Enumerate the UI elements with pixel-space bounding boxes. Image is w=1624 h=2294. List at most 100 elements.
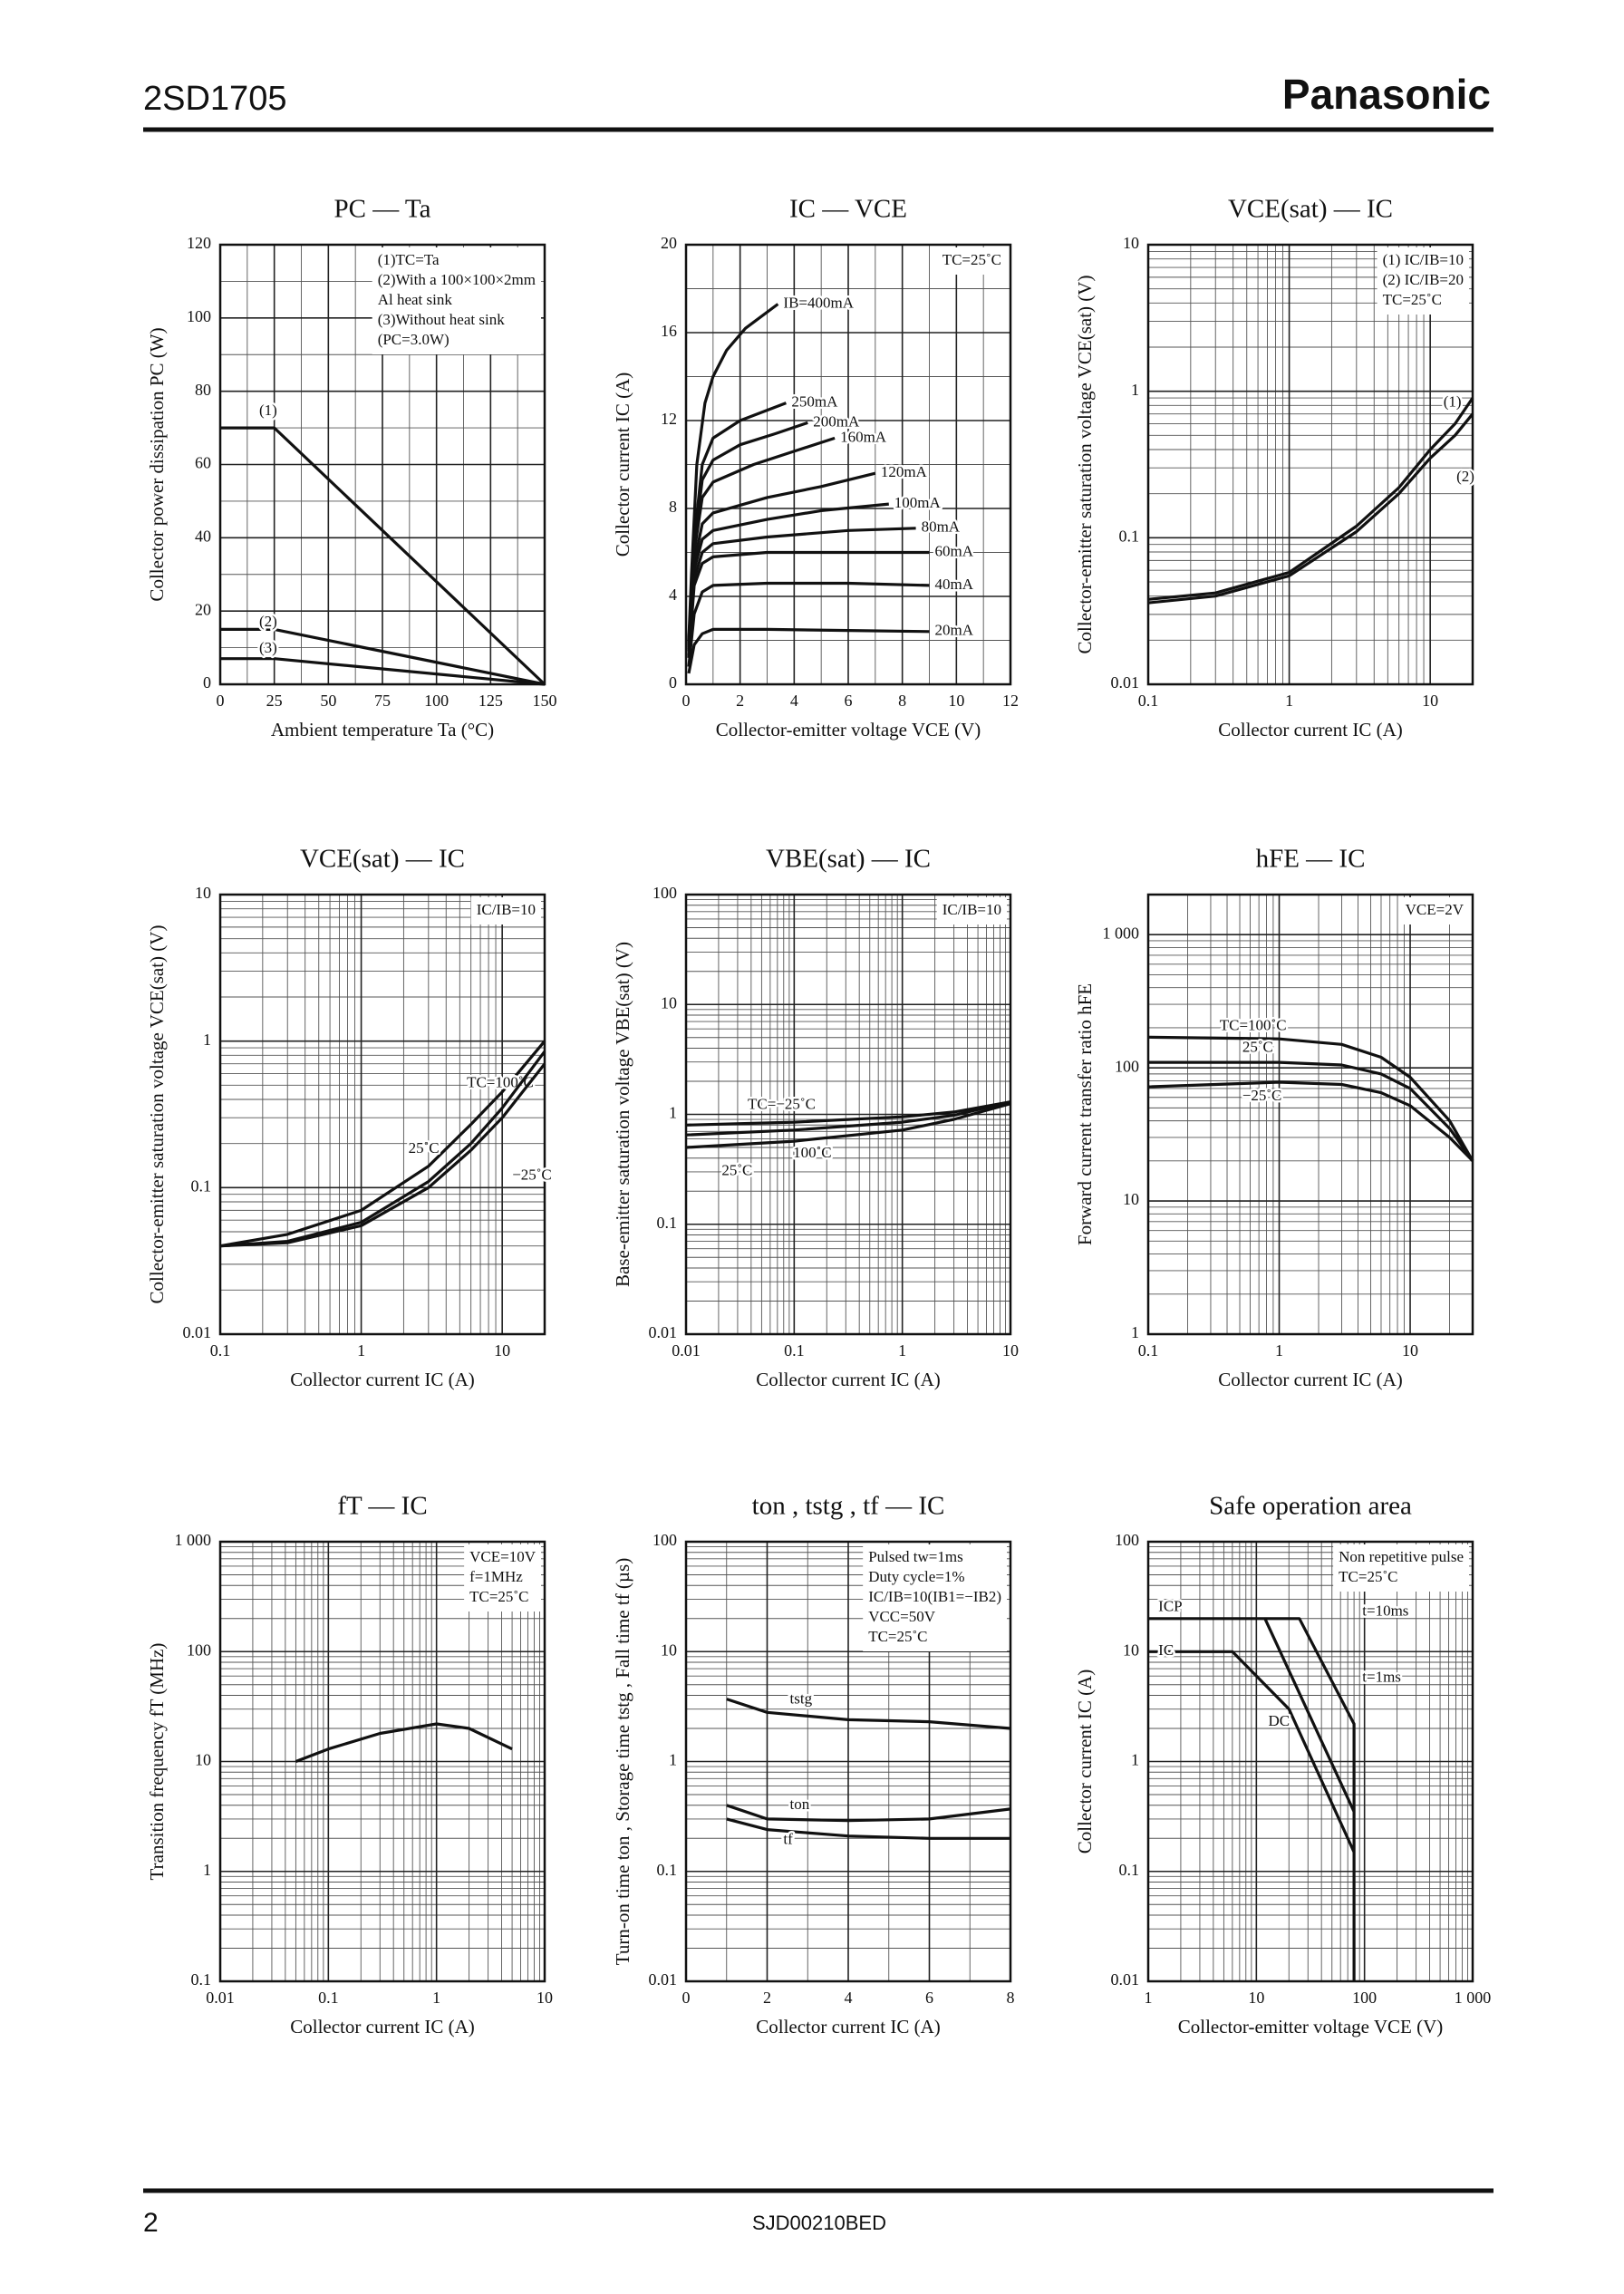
x-tick-label: 2 [763, 1989, 771, 2007]
y-axis-label: Turn-on time ton , Storage time tstg , F… [612, 1558, 633, 1965]
note: VCE=10V [469, 1548, 536, 1565]
plot-frame [684, 243, 1012, 686]
y-tick-label: 40 [195, 527, 211, 545]
curve-label: (1) [259, 402, 277, 419]
y-tick-label: 10 [195, 884, 211, 902]
x-tick-label: 10 [494, 1341, 510, 1360]
chart-title: VCE(sat) — IC [300, 845, 465, 874]
x-tick-label: 6 [925, 1989, 933, 2007]
x-tick-label: 10 [1422, 692, 1438, 710]
x-tick-label: 0 [682, 692, 691, 710]
x-axis-label: Ambient temperature Ta (°C) [271, 719, 494, 740]
y-tick-label: 10 [661, 1641, 677, 1659]
curve [687, 627, 930, 674]
y-tick-label: 100 [1115, 1057, 1139, 1075]
note: (3)Without heat sink [378, 311, 506, 328]
x-tick-label: 100 [1352, 1989, 1377, 2007]
curve [1147, 1035, 1474, 1162]
y-axis-label: Collector power dissipation PC (W) [146, 327, 168, 601]
y-tick-label: 0.1 [657, 1214, 678, 1232]
note: Duty cycle=1% [868, 1568, 964, 1585]
notes-box: Non repetitive pulse TC=25˚C [1333, 1544, 1469, 1592]
x-tick-label: 4 [790, 692, 798, 710]
curve [687, 471, 876, 650]
notes-background [936, 247, 1007, 275]
x-tick-label: 10 [948, 692, 964, 710]
y-tick-label: 100 [1115, 1531, 1139, 1549]
y-axis-label: Collector-emitter saturation voltage VCE… [146, 925, 168, 1304]
notes-box: (1) IC/IB=10 (2) IC/IB=20 TC=25˚C [1377, 247, 1469, 315]
curve-label: 25˚C [1242, 1039, 1273, 1056]
x-tick-label: 12 [1002, 692, 1019, 710]
x-axis-label: Collector current IC (A) [756, 2016, 941, 2037]
curve-label: 200mA [813, 412, 860, 430]
x-axis-label: Collector current IC (A) [290, 1369, 475, 1390]
chart-title: fT — IC [337, 1492, 427, 1521]
note: TC=25˚C [1383, 291, 1442, 308]
curve-label: (2) [1456, 468, 1474, 485]
y-tick-label: 1 [1131, 1751, 1139, 1769]
x-tick-label: 10 [536, 1989, 553, 2007]
curve [220, 426, 546, 686]
x-tick-label: 10 [1248, 1989, 1264, 2007]
y-tick-label: 0 [203, 673, 211, 692]
y-tick-label: 20 [195, 600, 211, 618]
curve [219, 1040, 546, 1248]
curve-label: 20mA [935, 622, 974, 639]
curve-label: 100mA [894, 494, 942, 511]
curve [687, 581, 930, 667]
x-tick-label: 4 [845, 1989, 853, 2007]
y-tick-label: 120 [187, 234, 211, 252]
x-tick-label: 10 [1002, 1341, 1019, 1360]
x-tick-label: 0 [217, 692, 225, 710]
curve [1147, 1080, 1474, 1162]
y-axis-label: Transition frequency fT (MHz) [146, 1643, 168, 1881]
x-tick-label: 150 [533, 692, 557, 710]
plot-frame [218, 1540, 546, 1983]
x-tick-label: 100 [424, 692, 449, 710]
curve-label: 80mA [922, 518, 961, 536]
note: (2) IC/IB=20 [1383, 271, 1464, 288]
x-tick-label: 125 [478, 692, 503, 710]
y-tick-label: 100 [652, 1531, 677, 1549]
y-tick-label: 1 [203, 1031, 211, 1049]
curve-label: 250mA [791, 393, 838, 411]
note: Non repetitive pulse [1339, 1548, 1464, 1565]
y-tick-label: 4 [669, 586, 677, 604]
x-tick-label: 0.1 [1138, 1341, 1159, 1360]
y-tick-label: 0.01 [1111, 673, 1140, 692]
part-number: 2SD1705 [143, 80, 286, 118]
curve [726, 1804, 1011, 1823]
x-tick-label: 10 [1402, 1341, 1418, 1360]
document-code: SJD00210BED [752, 2212, 886, 2234]
notes-background [470, 897, 541, 924]
curves: TC=100˚C25˚C−25˚C [219, 1040, 554, 1248]
note: (PC=3.0W) [378, 331, 450, 348]
note: Al heat sink [378, 291, 453, 308]
note: TC=25˚C [469, 1588, 528, 1605]
note: TC=25˚C [868, 1628, 927, 1645]
note: (1) IC/IB=10 [1383, 251, 1464, 268]
notes-box: IC/IB=10 [470, 897, 541, 924]
note: (2)With a 100×100×2mm [378, 271, 536, 288]
curve-label: 120mA [881, 463, 928, 480]
page-number: 2 [143, 2208, 159, 2238]
curve [219, 1062, 546, 1248]
plot-frame [1146, 1540, 1474, 1983]
notes-box: IC/IB=10 [936, 897, 1007, 924]
y-tick-label: 0.1 [657, 1861, 678, 1879]
curve-label: (1) [1444, 393, 1462, 411]
y-tick-label: 0.1 [1119, 527, 1140, 545]
curve-label: −25˚C [512, 1166, 552, 1183]
y-tick-label: 12 [661, 410, 677, 428]
note: IC/IB=10 [477, 901, 536, 918]
plot-frame [1146, 893, 1474, 1336]
chart-title: ton , tstg , tf — IC [752, 1492, 945, 1521]
notes-background [1333, 1544, 1469, 1592]
y-tick-label: 10 [1123, 1190, 1139, 1208]
note: f=1MHz [469, 1568, 523, 1585]
chart-title: IC — VCE [789, 195, 907, 224]
x-tick-label: 1 000 [1455, 1989, 1492, 2007]
x-tick-label: 0.1 [1138, 692, 1159, 710]
curve-label: tstg [790, 1690, 813, 1708]
